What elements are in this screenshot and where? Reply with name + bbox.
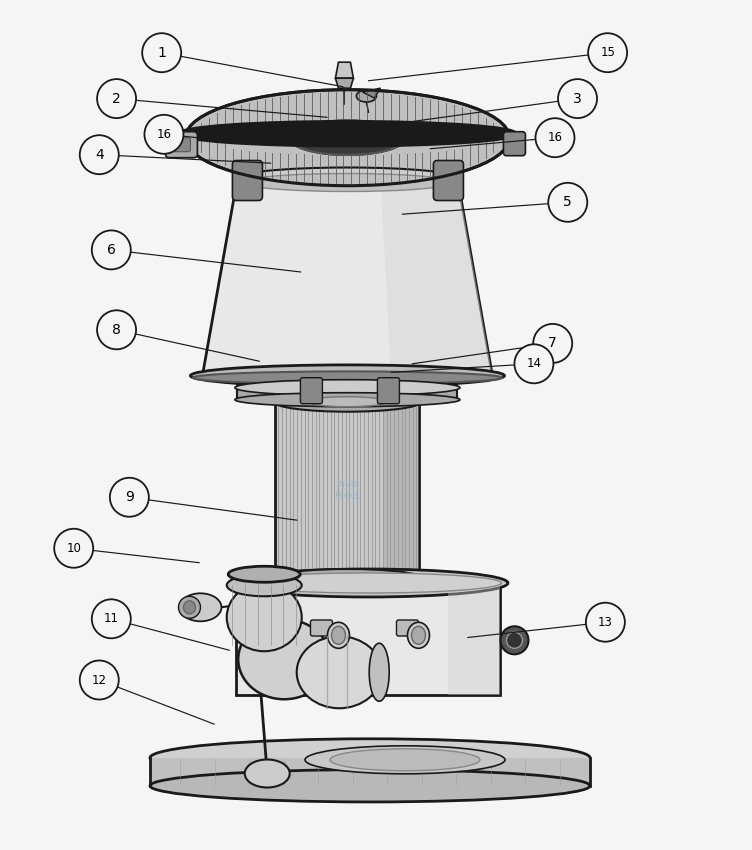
Ellipse shape [297, 637, 382, 708]
Text: 13: 13 [598, 615, 613, 629]
Text: 2: 2 [112, 92, 121, 105]
Circle shape [548, 183, 587, 222]
FancyBboxPatch shape [396, 620, 418, 636]
Bar [384, 402, 420, 578]
Text: 16: 16 [547, 131, 562, 145]
FancyBboxPatch shape [165, 132, 198, 158]
Ellipse shape [235, 167, 460, 190]
FancyBboxPatch shape [172, 138, 190, 151]
Polygon shape [335, 62, 353, 78]
Ellipse shape [186, 90, 509, 185]
Text: 6: 6 [107, 243, 116, 257]
Ellipse shape [180, 593, 222, 621]
Circle shape [144, 115, 183, 154]
Circle shape [501, 626, 529, 655]
Ellipse shape [289, 121, 406, 155]
Ellipse shape [229, 569, 508, 597]
Ellipse shape [242, 173, 453, 191]
Ellipse shape [308, 397, 387, 406]
Ellipse shape [289, 121, 406, 155]
Ellipse shape [190, 365, 505, 387]
FancyBboxPatch shape [232, 161, 262, 201]
Text: 11: 11 [104, 612, 119, 626]
FancyBboxPatch shape [503, 132, 526, 156]
FancyBboxPatch shape [378, 377, 399, 404]
Polygon shape [362, 88, 381, 98]
Ellipse shape [186, 120, 509, 146]
Circle shape [80, 135, 119, 174]
FancyBboxPatch shape [311, 620, 332, 636]
Circle shape [588, 33, 627, 72]
Polygon shape [381, 178, 493, 376]
Polygon shape [202, 178, 493, 376]
Text: 5: 5 [563, 196, 572, 209]
FancyBboxPatch shape [300, 377, 323, 404]
Text: 10: 10 [66, 541, 81, 555]
Circle shape [54, 529, 93, 568]
Circle shape [92, 599, 131, 638]
Text: 3: 3 [573, 92, 582, 105]
FancyBboxPatch shape [433, 161, 463, 201]
Polygon shape [335, 78, 353, 88]
Ellipse shape [235, 573, 502, 593]
Circle shape [97, 79, 136, 118]
Bar [275, 402, 420, 578]
Ellipse shape [332, 626, 345, 644]
Ellipse shape [178, 597, 201, 618]
Circle shape [586, 603, 625, 642]
Circle shape [92, 230, 131, 269]
Ellipse shape [274, 392, 421, 411]
Circle shape [142, 33, 181, 72]
Circle shape [533, 324, 572, 363]
Ellipse shape [228, 566, 300, 582]
Text: 12: 12 [92, 673, 107, 687]
Ellipse shape [305, 745, 505, 774]
Ellipse shape [150, 769, 590, 802]
Ellipse shape [356, 90, 377, 102]
Text: 15: 15 [600, 46, 615, 60]
Bar [447, 583, 501, 695]
Text: Inyo
Pools: Inyo Pools [335, 479, 360, 501]
Text: 8: 8 [112, 323, 121, 337]
Text: 7: 7 [548, 337, 557, 350]
Ellipse shape [226, 583, 302, 651]
Ellipse shape [183, 601, 196, 614]
Circle shape [110, 478, 149, 517]
Ellipse shape [327, 622, 350, 649]
Ellipse shape [235, 393, 460, 406]
Bar [150, 758, 590, 785]
Text: 9: 9 [125, 490, 134, 504]
Ellipse shape [330, 749, 480, 771]
Circle shape [535, 118, 575, 157]
Ellipse shape [179, 122, 516, 145]
Bar [238, 383, 457, 400]
Ellipse shape [411, 626, 426, 644]
Circle shape [514, 344, 553, 383]
Text: 16: 16 [156, 128, 171, 141]
Ellipse shape [235, 380, 460, 396]
Ellipse shape [238, 620, 330, 700]
Circle shape [507, 632, 523, 649]
Circle shape [80, 660, 119, 700]
Text: 1: 1 [157, 46, 166, 60]
Text: 4: 4 [95, 148, 104, 162]
Circle shape [97, 310, 136, 349]
Circle shape [558, 79, 597, 118]
Ellipse shape [226, 575, 302, 596]
Ellipse shape [244, 760, 290, 787]
Ellipse shape [150, 739, 590, 777]
Ellipse shape [408, 622, 429, 649]
Ellipse shape [369, 643, 390, 701]
Bar [236, 583, 501, 695]
Ellipse shape [274, 569, 421, 587]
Text: 14: 14 [526, 357, 541, 371]
Ellipse shape [193, 371, 502, 384]
